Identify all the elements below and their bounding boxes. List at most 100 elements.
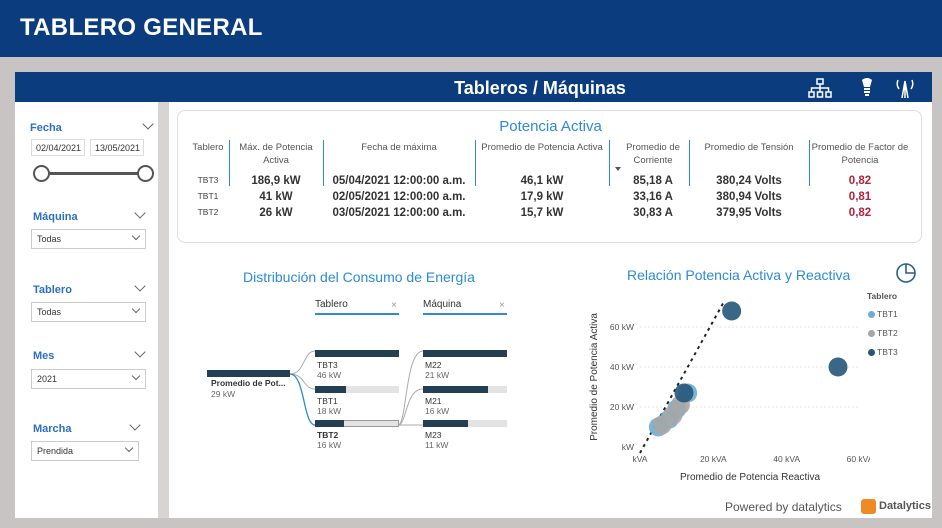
tablero-node-bar-track[interactable] bbox=[315, 386, 399, 393]
tablero-level-header: Tablero bbox=[315, 299, 399, 315]
cell-corriente: 85,18 A bbox=[633, 175, 673, 187]
scatter-chart: kW 20 kW 40 kW 60 kW kVA 20 kVA 40 kVA 60 kVA Pr… bbox=[589, 300, 870, 483]
close-icon[interactable]: × bbox=[499, 300, 505, 311]
maquina-node-bar[interactable] bbox=[423, 420, 468, 427]
legend-label[interactable]: TBT1 bbox=[877, 309, 898, 319]
cell-tension: 380,24 Volts bbox=[716, 175, 782, 187]
mes-dropdown[interactable]: 2021 bbox=[31, 369, 146, 389]
maquina-node-bar[interactable] bbox=[423, 350, 507, 357]
brand-name: Datalytics bbox=[879, 500, 931, 512]
chevron-down-icon[interactable] bbox=[129, 419, 141, 431]
legend-marker[interactable] bbox=[868, 311, 875, 318]
filter-tablero-label: Tablero bbox=[33, 284, 72, 296]
column-divider bbox=[689, 140, 690, 186]
chart-title: Relación Potencia Activa y Reactiva bbox=[627, 267, 851, 283]
y-tick-label: 60 kW bbox=[610, 322, 634, 332]
filter-mes-label: Mes bbox=[33, 350, 55, 362]
y-tick-label: kW bbox=[622, 442, 634, 452]
legend-label[interactable]: TBT3 bbox=[877, 347, 898, 357]
tree-root-value: 29 kW bbox=[211, 389, 236, 399]
x-tick-label: 20 kVA bbox=[700, 454, 727, 464]
column-header[interactable]: Tablero bbox=[192, 142, 224, 153]
page-title: Tableros / Máquinas bbox=[454, 78, 626, 98]
powered-by-text: Powered by datalytics bbox=[725, 500, 842, 514]
date-slider-end-handle[interactable] bbox=[137, 165, 154, 182]
x-tick-label: kVA bbox=[633, 454, 648, 464]
cell-fp: 0,81 bbox=[848, 191, 872, 203]
cell-max: 26 kW bbox=[259, 207, 293, 219]
cell-tablero: TBT2 bbox=[197, 207, 219, 217]
chevron-down-icon[interactable] bbox=[134, 346, 146, 358]
x-axis-label: Promedio de Potencia Reactiva bbox=[680, 472, 821, 483]
maquina-value: Todas bbox=[37, 234, 62, 244]
mes-value: 2021 bbox=[37, 374, 58, 384]
legend-marker[interactable] bbox=[868, 349, 875, 356]
app-header: TABLERO GENERAL bbox=[0, 0, 942, 57]
column-header[interactable]: Promedio de Potencia Activa bbox=[481, 142, 603, 153]
date-slider-start-handle[interactable] bbox=[33, 165, 50, 182]
chevron-down-icon bbox=[131, 371, 141, 381]
table-title: Potencia Activa bbox=[499, 118, 602, 135]
legend-marker[interactable] bbox=[868, 330, 875, 337]
tablero-node-label: TBT2 bbox=[317, 430, 339, 440]
column-divider bbox=[323, 140, 324, 186]
tablero-node-bar[interactable] bbox=[315, 386, 347, 393]
divider bbox=[162, 102, 169, 518]
cell-prom-pot: 15,7 kW bbox=[520, 207, 564, 219]
column-header[interactable]: Máx. de Potencia Activa bbox=[239, 142, 313, 166]
chevron-down-icon[interactable] bbox=[134, 207, 146, 219]
cell-corriente: 30,83 A bbox=[633, 207, 673, 219]
column-header[interactable]: Promedio de Corriente bbox=[626, 142, 680, 166]
tablero-value: Todas bbox=[37, 307, 62, 317]
cell-tension: 379,95 Volts bbox=[716, 207, 782, 219]
cell-fecha: 03/05/2021 12:00:00 a.m. bbox=[332, 207, 466, 219]
maquina-node-label: M21 bbox=[425, 396, 442, 406]
tablero-node-label: TBT3 bbox=[317, 360, 338, 370]
date-slider-track[interactable] bbox=[41, 172, 147, 175]
column-divider bbox=[609, 140, 610, 186]
cell-prom-pot: 17,9 kW bbox=[520, 191, 564, 203]
tree-root-bar[interactable] bbox=[207, 370, 290, 377]
column-header[interactable]: Promedio de Tensión bbox=[704, 142, 794, 153]
chevron-down-icon[interactable] bbox=[142, 118, 154, 130]
tree-root-label: Promedio de Pot... bbox=[211, 378, 286, 388]
close-icon[interactable]: × bbox=[391, 300, 397, 311]
sort-desc-icon[interactable] bbox=[615, 167, 621, 171]
date-start-field[interactable]: 02/04/2021 bbox=[31, 139, 85, 156]
maquina-dropdown[interactable]: Todas bbox=[31, 229, 146, 249]
tree-connectors bbox=[289, 350, 424, 426]
cell-corriente: 33,16 A bbox=[633, 191, 673, 203]
app-title: TABLERO GENERAL bbox=[20, 14, 263, 41]
light-bulb-icon[interactable] bbox=[855, 77, 879, 99]
tablero-dropdown[interactable]: Todas bbox=[31, 302, 146, 322]
y-tick-label: 20 kW bbox=[610, 402, 634, 412]
y-tick-label: 40 kW bbox=[610, 362, 634, 372]
chevron-down-icon[interactable] bbox=[134, 280, 146, 292]
column-divider bbox=[229, 140, 230, 186]
x-tick-label: 40 kVA bbox=[773, 454, 800, 464]
cell-max: 41 kW bbox=[259, 191, 293, 203]
tower-icon[interactable] bbox=[893, 77, 917, 99]
tablero-node-bar[interactable] bbox=[315, 350, 399, 357]
column-header[interactable]: Promedio de Factor de Potencia bbox=[811, 142, 909, 166]
maquina-node-label: M23 bbox=[425, 430, 442, 440]
cell-tablero: TBT1 bbox=[197, 191, 219, 201]
column-divider bbox=[809, 140, 810, 186]
maquina-node-bar[interactable] bbox=[423, 386, 488, 393]
pie-chart-icon[interactable] bbox=[894, 261, 918, 285]
filter-marcha-label: Marcha bbox=[33, 423, 72, 435]
filter-fecha-label: Fecha bbox=[30, 122, 62, 134]
tablero-node-bar[interactable] bbox=[315, 420, 344, 427]
data-point-tbt3 bbox=[674, 383, 694, 403]
potencia-activa-table: Potencia Activa Tablero Máx. de Potencia… bbox=[177, 110, 922, 243]
column-header[interactable]: Fecha de máxima bbox=[361, 142, 437, 153]
legend-label[interactable]: TBT2 bbox=[877, 328, 898, 338]
cell-fecha: 02/05/2021 12:00:00 a.m. bbox=[332, 191, 466, 203]
marcha-dropdown[interactable]: Prendida bbox=[31, 441, 139, 461]
date-end-field[interactable]: 13/05/2021 bbox=[90, 139, 144, 156]
chevron-down-icon bbox=[124, 443, 134, 453]
tablero-node-value: 46 kW bbox=[317, 370, 342, 380]
cell-tablero: TBT3 bbox=[197, 175, 219, 185]
data-point-tbt3 bbox=[722, 301, 742, 321]
hierarchy-icon[interactable] bbox=[808, 77, 832, 99]
